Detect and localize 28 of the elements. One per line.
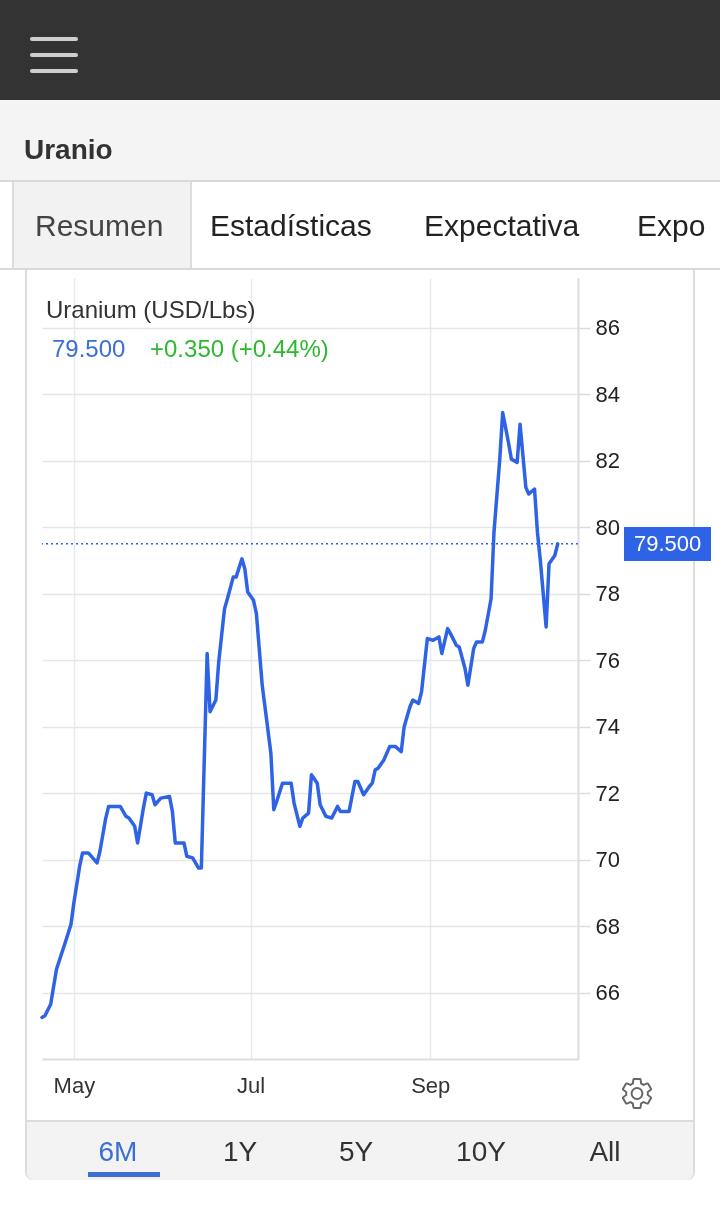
y-tick-label: 72 [595,780,620,806]
price-tag: 79.500 [624,526,712,561]
annotation: 79.500 [52,335,126,362]
y-tick-label: 70 [595,847,620,873]
text: Estadísticas [210,209,372,242]
text: 1Y [222,1136,258,1167]
text: Resumen [35,209,164,242]
text: Expo [637,209,706,242]
text: Uranio [24,134,113,165]
text: Uranium (USD/Lbs) [46,296,256,323]
y-tick-label: 86 [595,315,620,341]
y-tick-label: 68 [595,913,620,939]
text: Expectativa [424,209,580,242]
y-tick-label: 66 [595,980,620,1006]
text: 5Y [338,1136,374,1167]
text: 6M [98,1136,138,1167]
x-tick-label: Jul [237,1072,266,1098]
annotation: +0.350 (+0.44%) [150,335,329,362]
x-tick-label: Sep [411,1072,451,1098]
y-tick-label: 74 [595,714,620,740]
y-tick-label: 76 [595,647,620,673]
x-tick-label: May [53,1072,96,1098]
y-tick-label: 84 [595,381,620,407]
y-tick-label: 80 [595,514,620,540]
y-tick-label: 78 [595,581,620,607]
y-tick-label: 82 [595,448,620,474]
text: 10Y [456,1136,506,1167]
text: All [589,1136,621,1167]
